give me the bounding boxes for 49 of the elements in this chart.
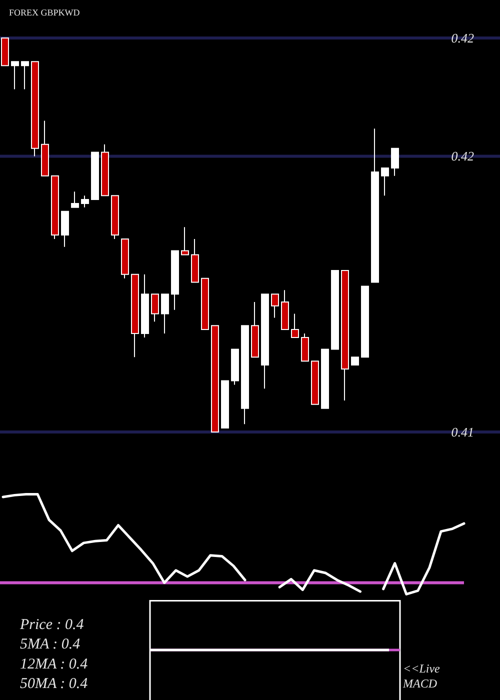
candlestick <box>331 270 339 350</box>
candlestick <box>21 61 29 90</box>
candlestick <box>141 274 149 338</box>
candlestick <box>201 278 209 330</box>
candlestick <box>181 226 189 256</box>
candlestick <box>211 325 219 432</box>
candlestick <box>321 348 329 409</box>
candlestick <box>171 250 179 310</box>
candlestick <box>271 294 279 318</box>
candlestick <box>221 380 229 429</box>
candlestick <box>301 333 309 362</box>
candlestick <box>131 274 139 358</box>
candlestick <box>111 195 119 240</box>
text: 12MA : 0.4 <box>20 656 88 672</box>
candlestick <box>71 191 79 208</box>
candlestick <box>371 128 379 283</box>
candlestick <box>161 294 169 334</box>
candlestick <box>361 286 369 358</box>
candlestick <box>121 238 129 279</box>
candlestick <box>391 148 399 176</box>
text: <<Live MACD <box>402 662 443 690</box>
candlestick <box>81 195 89 208</box>
candlestick <box>261 294 269 390</box>
candlestick <box>41 120 49 176</box>
candlestick <box>191 238 199 283</box>
candlestick <box>311 360 319 405</box>
candlestick <box>91 152 99 200</box>
candlestick <box>381 168 389 196</box>
candlestick <box>251 301 259 358</box>
y-tick-label: 0.42 <box>451 30 474 46</box>
text: Price : 0.4 <box>19 617 84 633</box>
candlestick <box>241 325 249 425</box>
candlestick <box>281 290 289 330</box>
candlestick <box>1 38 9 66</box>
candlestick <box>231 348 239 386</box>
candlestick <box>51 175 59 240</box>
candlestick <box>11 61 19 90</box>
text: 5MA : 0.4 <box>20 636 81 653</box>
candlestick <box>101 144 109 196</box>
candlestick <box>341 270 349 401</box>
candlestick <box>291 313 299 338</box>
y-tick-label: 0.42 <box>451 148 474 164</box>
candlestick <box>351 356 359 366</box>
y-tick-label: 0.41 <box>451 424 474 440</box>
candlestick <box>31 61 39 157</box>
candlestick <box>151 294 159 322</box>
candlestick <box>61 210 69 248</box>
chart-title: FOREX GBPKWD <box>9 8 80 18</box>
text: 50MA : 0.4 <box>20 676 88 692</box>
